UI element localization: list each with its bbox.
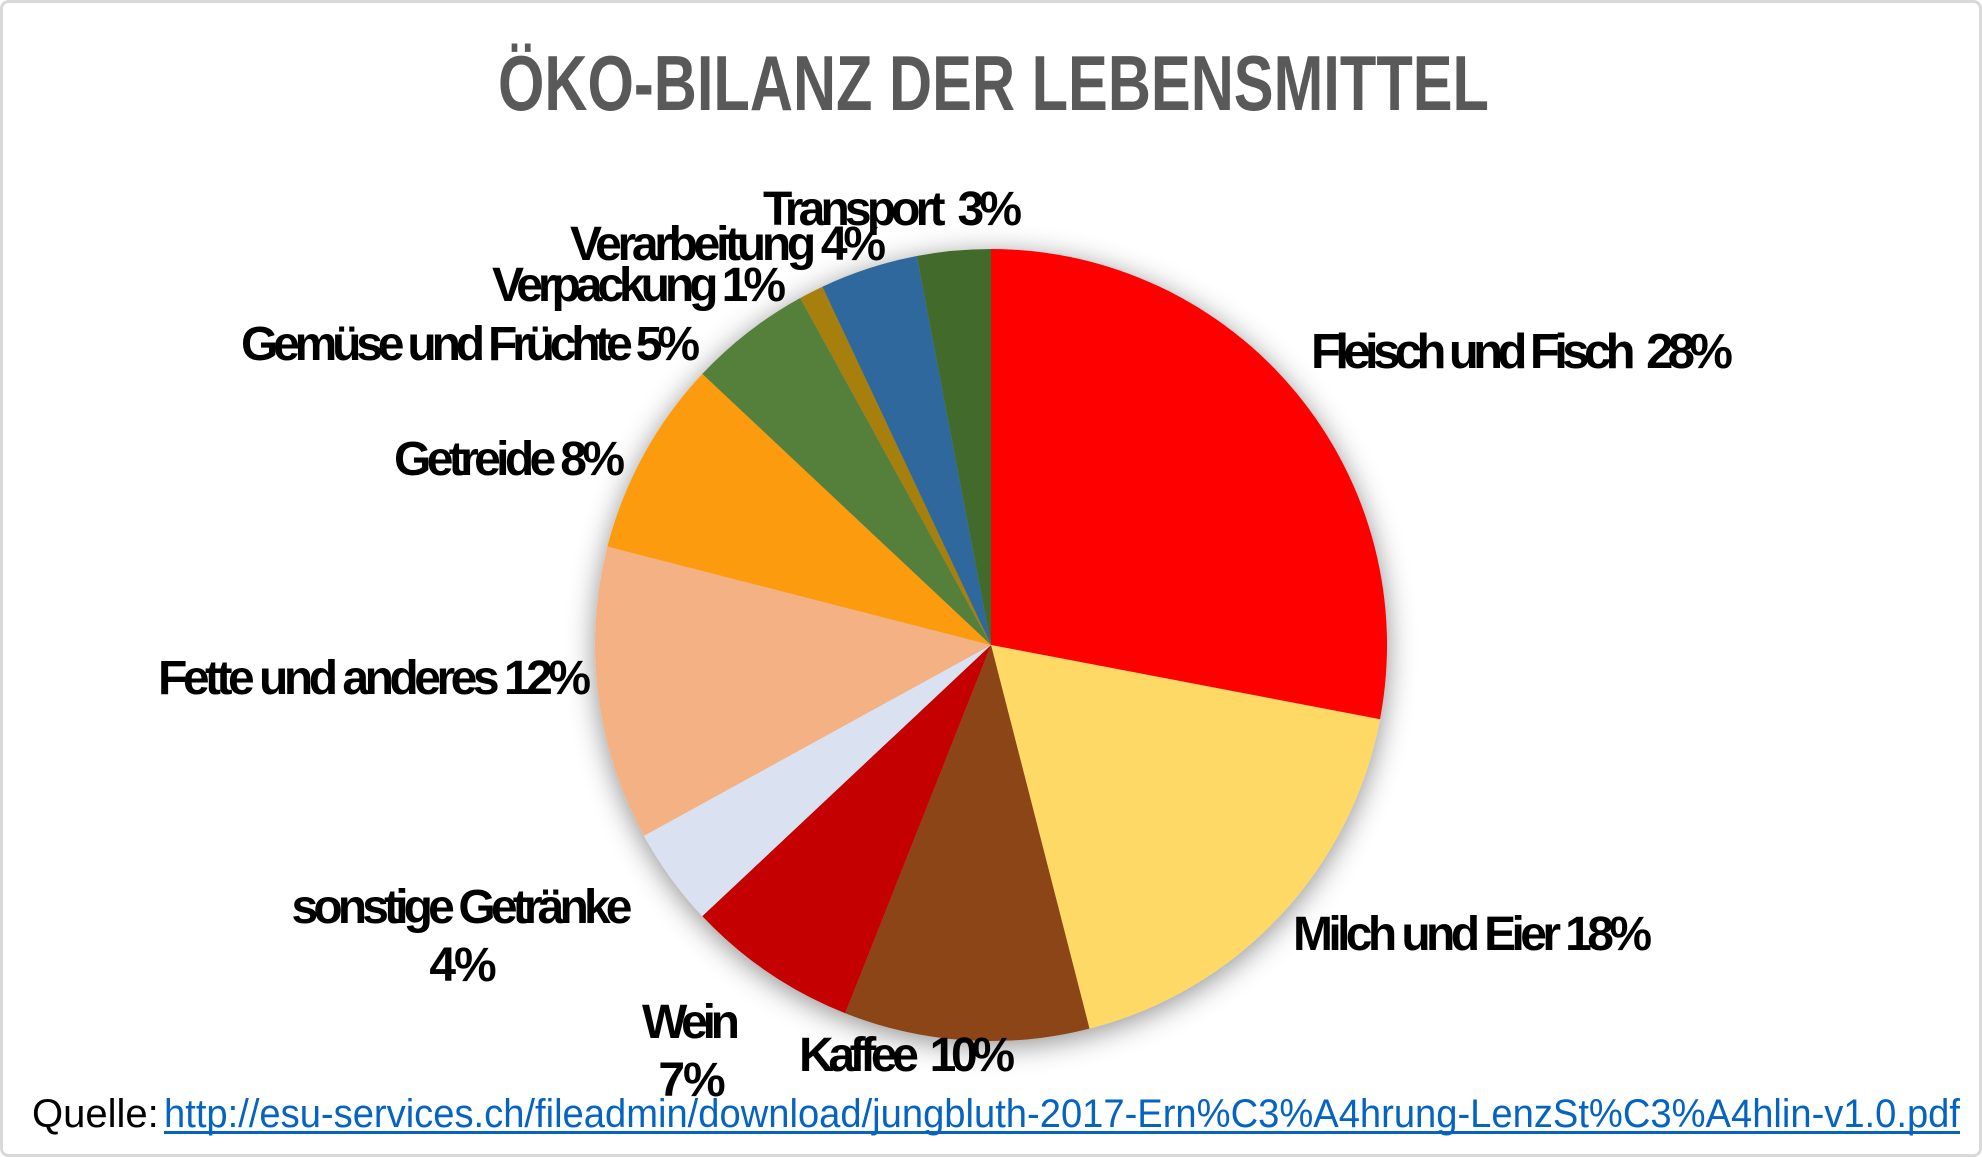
svg-text:sonstige Getränke: sonstige Getränke — [292, 881, 633, 934]
svg-text:Wein: Wein — [642, 996, 740, 1049]
svg-text:Fette und anderes 12%: Fette und anderes 12% — [158, 652, 591, 705]
svg-text:Verpackung 1%: Verpackung 1% — [492, 259, 786, 312]
svg-text:7%: 7% — [658, 1054, 725, 1107]
svg-text:Verarbeitung 4%: Verarbeitung 4% — [570, 218, 886, 271]
svg-text:Kaffee 10%: Kaffee 10% — [799, 1029, 1015, 1082]
svg-text:4%: 4% — [429, 939, 496, 992]
svg-text:Getreide 8%: Getreide 8% — [394, 433, 625, 486]
svg-text:Gemüse und Früchte 5%: Gemüse und Früchte 5% — [241, 318, 700, 371]
svg-text:http://esu-services.ch/fileadm: http://esu-services.ch/fileadmin/downloa… — [164, 1092, 1961, 1136]
svg-text:Fleisch und Fisch 28%: Fleisch und Fisch 28% — [1311, 325, 1733, 379]
svg-text:Milch und Eier 18%: Milch und Eier 18% — [1293, 908, 1652, 961]
svg-text:Quelle:: Quelle: — [32, 1092, 159, 1136]
svg-text:ÖKO-BILANZ DER LEBENSMITTEL: ÖKO-BILANZ DER LEBENSMITTEL — [498, 39, 1489, 127]
svg-text:Transport 3%: Transport 3% — [763, 183, 1022, 236]
